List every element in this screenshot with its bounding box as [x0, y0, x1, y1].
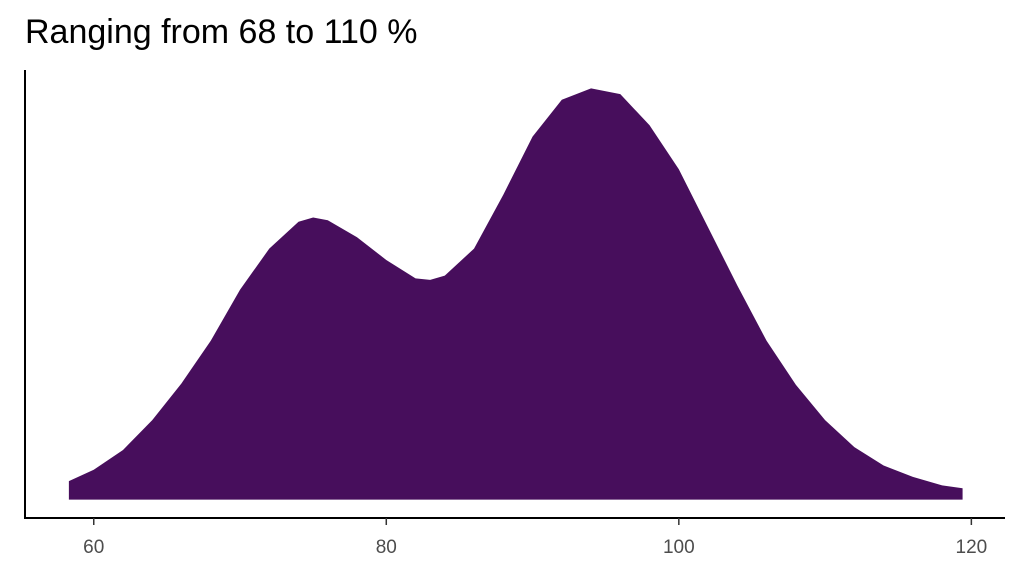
density-area	[68, 88, 963, 500]
x-tick-label: 120	[956, 537, 988, 558]
x-tick-label: 60	[83, 537, 104, 558]
x-tick-label: 80	[376, 537, 397, 558]
chart-title: Ranging from 68 to 110 %	[25, 13, 418, 51]
x-tick-label: 100	[663, 537, 695, 558]
